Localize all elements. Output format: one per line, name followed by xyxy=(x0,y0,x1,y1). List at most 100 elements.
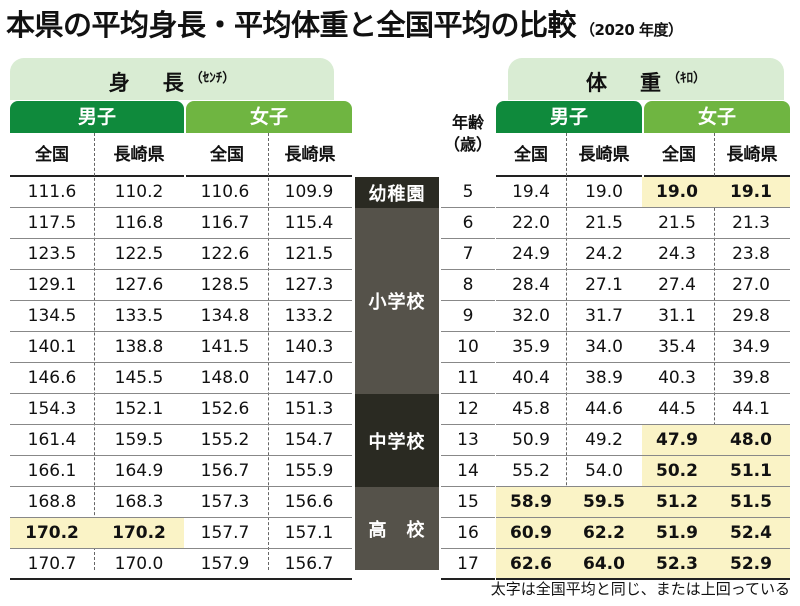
weight-female-national-cell: 52.3 xyxy=(642,549,712,578)
height-male-national-cell: 170.2 xyxy=(10,518,94,548)
divider xyxy=(94,133,95,570)
height-male-nagasaki-cell: 164.9 xyxy=(114,461,164,481)
weight-male-national-cell: 58.9 xyxy=(496,487,566,517)
age-header-line1: 年齢 xyxy=(451,113,484,132)
height-female-nagasaki-cell: 127.3 xyxy=(284,275,334,295)
height-female-national-cell: 141.5 xyxy=(200,337,250,357)
table-row: 6 xyxy=(441,208,495,239)
height-male-nagasaki-cell: 170.0 xyxy=(114,554,164,574)
divider xyxy=(268,133,269,570)
height-male-national-cell: 129.1 xyxy=(27,275,77,295)
height-female-national-cell: 155.2 xyxy=(200,430,250,450)
height-female-national-cell: 148.0 xyxy=(200,368,250,388)
weight-male-nagasaki-cell: 27.1 xyxy=(585,275,623,295)
height-male-national-cell: 134.5 xyxy=(27,306,77,326)
school-label-junior-high: 中学校 xyxy=(355,394,439,487)
footnote: 太字は全国平均と同じ、または上回っている xyxy=(490,580,790,598)
age-cell: 10 xyxy=(457,337,479,357)
height-female-nagasaki-cell: 151.3 xyxy=(284,399,334,419)
table-row: 13 xyxy=(441,425,495,456)
height-male-national-cell: 166.1 xyxy=(27,461,77,481)
height-female-nagasaki-cell: 109.9 xyxy=(284,182,334,202)
age-cell: 12 xyxy=(457,399,479,419)
table-row: 134.5 133.5 134.8 133.2 xyxy=(10,301,352,332)
col-weight-male-national: 全国 xyxy=(496,133,566,177)
col-height-male-national: 全国 xyxy=(10,133,94,177)
height-female-national-cell: 110.6 xyxy=(200,182,250,202)
age-cell: 14 xyxy=(457,461,479,481)
height-male-national-cell: 111.6 xyxy=(27,182,77,202)
height-female-national-cell: 157.9 xyxy=(200,554,250,574)
weight-female-national-cell: 51.2 xyxy=(642,487,712,517)
height-male-national-cell: 154.3 xyxy=(27,399,77,419)
height-female-national-cell: 122.6 xyxy=(200,244,250,264)
divider xyxy=(566,133,567,570)
weight-male-national-cell: 19.4 xyxy=(512,182,550,202)
age-cell: 13 xyxy=(457,430,479,450)
height-male-header: 男子 xyxy=(10,101,184,133)
weight-male-nagasaki-cell: 21.5 xyxy=(585,213,623,233)
table-row: 55.2 54.0 50.2 51.1 xyxy=(496,456,790,487)
weight-male-nagasaki-cell: 38.9 xyxy=(585,368,623,388)
height-section-header: 身 長（ｾﾝﾁ） xyxy=(10,58,334,100)
age-cell: 17 xyxy=(457,554,479,574)
table-row: 35.9 34.0 35.4 34.9 xyxy=(496,332,790,363)
weight-table: 19.4 19.0 19.0 19.1 22.0 21.5 21.5 21.3 24.9 24.2… xyxy=(496,177,790,580)
weight-female-national-cell: 24.3 xyxy=(658,244,696,264)
col-weight-female-nagasaki: 長崎県 xyxy=(714,133,790,177)
age-cell: 16 xyxy=(457,523,479,543)
table-row: 24.9 24.2 24.3 23.8 xyxy=(496,239,790,270)
height-female-national-cell: 128.5 xyxy=(200,275,250,295)
weight-male-nagasaki-cell: 44.6 xyxy=(585,399,623,419)
table-row: 5 xyxy=(441,177,495,208)
weight-female-nagasaki-cell: 39.8 xyxy=(732,368,770,388)
height-female-nagasaki-cell: 147.0 xyxy=(284,368,334,388)
table-row: 58.9 59.5 51.2 51.5 xyxy=(496,487,790,518)
age-header: 年齢 （歳） xyxy=(441,112,495,174)
height-female-nagasaki-cell: 156.7 xyxy=(284,554,334,574)
height-male-national-cell: 140.1 xyxy=(27,337,77,357)
table-row: 154.3 152.1 152.6 151.3 xyxy=(10,394,352,425)
col-height-male-nagasaki: 長崎県 xyxy=(94,133,184,177)
table-row: 140.1 138.8 141.5 140.3 xyxy=(10,332,352,363)
table-row: 166.1 164.9 156.7 155.9 xyxy=(10,456,352,487)
weight-female-national-cell: 50.2 xyxy=(642,456,712,486)
height-female-national-cell: 134.8 xyxy=(200,306,250,326)
height-male-nagasaki-cell: 127.6 xyxy=(114,275,164,295)
weight-female-nagasaki-cell: 21.3 xyxy=(732,213,770,233)
age-cell: 11 xyxy=(457,368,479,388)
table-row: 22.0 21.5 21.5 21.3 xyxy=(496,208,790,239)
table-row: 161.4 159.5 155.2 154.7 xyxy=(10,425,352,456)
title-year: （2020 年度） xyxy=(580,21,683,39)
height-female-header: 女子 xyxy=(186,101,352,133)
height-section-label: 身 長 xyxy=(108,71,190,95)
weight-male-national-cell: 28.4 xyxy=(512,275,550,295)
table-row: 111.6 110.2 110.6 109.9 xyxy=(10,177,352,208)
col-height-female-nagasaki: 長崎県 xyxy=(268,133,352,177)
height-female-national-cell: 157.7 xyxy=(200,523,250,543)
weight-female-national-cell: 21.5 xyxy=(658,213,696,233)
col-weight-female-national: 全国 xyxy=(644,133,714,177)
height-male-nagasaki-cell: 116.8 xyxy=(114,213,164,233)
weight-male-national-cell: 45.8 xyxy=(512,399,550,419)
weight-section-header: 体 重（ｷﾛ） xyxy=(508,58,784,100)
age-cell: 7 xyxy=(462,244,474,264)
table-row: 40.4 38.9 40.3 39.8 xyxy=(496,363,790,394)
age-column: 5 6 7 8 9 10 11 12 13 14 15 16 17 xyxy=(441,177,495,580)
table-row: 123.5 122.5 122.6 121.5 xyxy=(10,239,352,270)
height-male-nagasaki-cell: 122.5 xyxy=(114,244,164,264)
col-weight-male-nagasaki: 長崎県 xyxy=(566,133,642,177)
table-row: 7 xyxy=(441,239,495,270)
weight-male-national-cell: 35.9 xyxy=(512,337,550,357)
age-header-line2: （歳） xyxy=(443,135,492,154)
height-male-national-cell: 146.6 xyxy=(27,368,77,388)
height-female-national-cell: 157.3 xyxy=(200,492,250,512)
weight-female-nagasaki-cell: 48.0 xyxy=(712,425,790,455)
age-cell: 6 xyxy=(462,213,474,233)
table-row: 45.8 44.6 44.5 44.1 xyxy=(496,394,790,425)
height-male-nagasaki-cell: 145.5 xyxy=(114,368,164,388)
weight-male-national-cell: 62.6 xyxy=(496,549,566,578)
page-title: 本県の平均身長・平均体重と全国平均の比較 （2020 年度） xyxy=(6,4,683,46)
weight-male-national-cell: 24.9 xyxy=(512,244,550,264)
weight-female-national-cell: 40.3 xyxy=(658,368,696,388)
